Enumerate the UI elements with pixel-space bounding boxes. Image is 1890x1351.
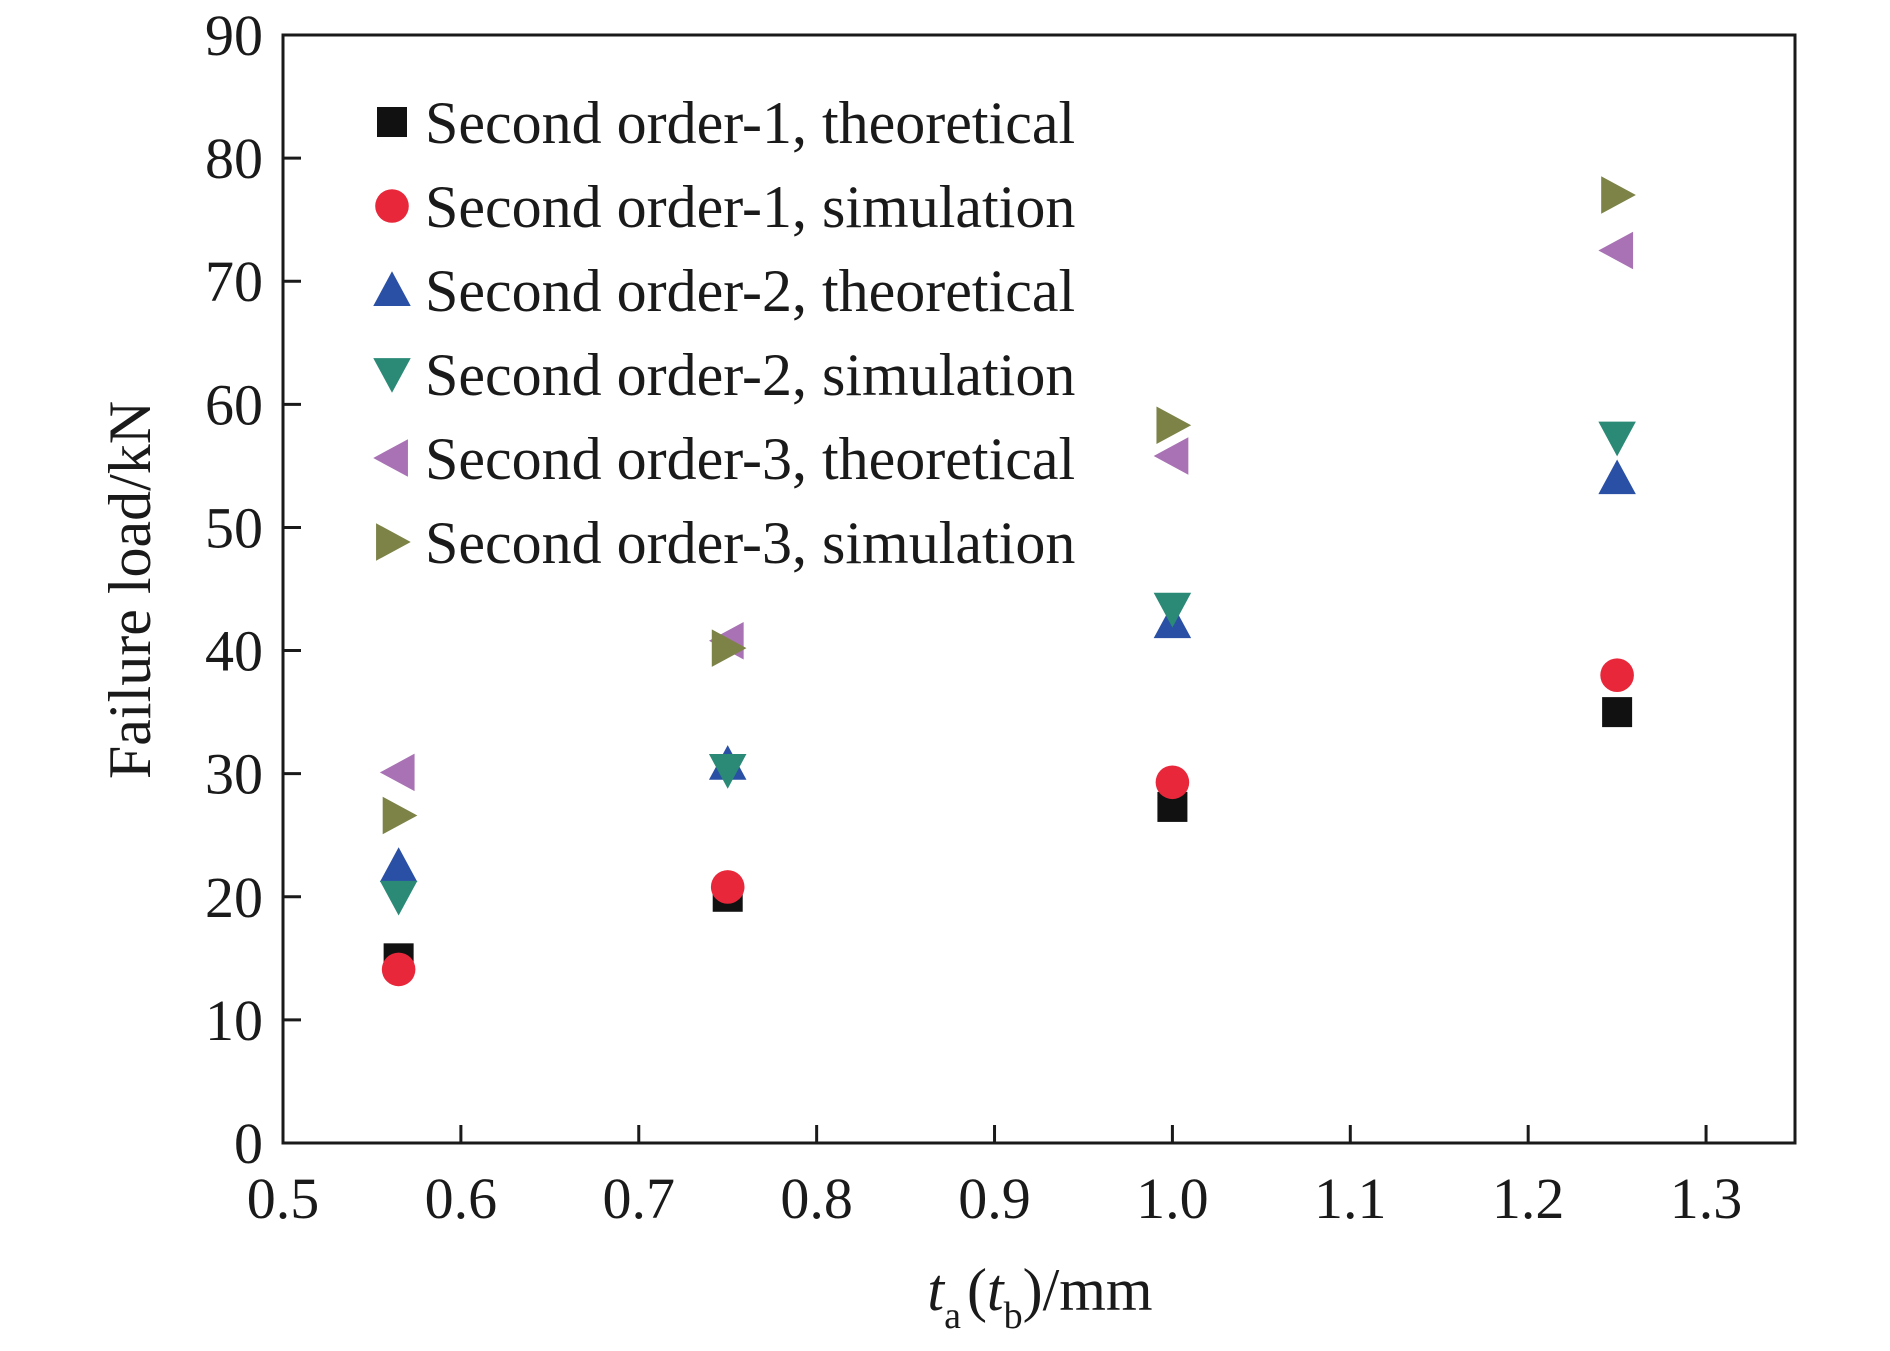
legend-marker — [373, 271, 411, 306]
y-tick-label: 40 — [205, 619, 263, 684]
x-axis-title-sub-b: b — [1004, 1295, 1023, 1337]
x-axis-title-t: t — [927, 1257, 945, 1323]
plot-frame — [281, 33, 1797, 1145]
x-axis-title-tb: t — [987, 1257, 1005, 1323]
x-axis-ticks: 0.5 0.6 0.7 0.8 0.9 1.0 1.1 1.2 1.3 — [247, 1125, 1743, 1231]
data-point — [711, 629, 747, 667]
x-axis-title-open: ( — [967, 1257, 987, 1323]
x-tick-label: 1.0 — [1136, 1166, 1209, 1231]
data-point — [1153, 592, 1192, 628]
data-point — [708, 754, 747, 789]
data-point — [1598, 459, 1636, 495]
legend-label: Second order-1, simulation — [425, 174, 1075, 240]
data-point — [710, 870, 745, 904]
series-6 — [382, 176, 1636, 835]
legend-label: Second order-2, simulation — [425, 342, 1075, 408]
y-tick-label: 50 — [205, 495, 263, 560]
data-point — [379, 847, 418, 882]
legend-marker — [377, 107, 407, 137]
legend-marker — [375, 189, 409, 223]
y-tick-label: 60 — [205, 372, 263, 437]
x-axis-title-sub-a: a — [944, 1295, 961, 1337]
data-point — [1600, 658, 1634, 692]
x-tick-label: 0.7 — [603, 1166, 676, 1231]
x-tick-label: 1.3 — [1670, 1166, 1743, 1231]
data-point — [1598, 231, 1634, 270]
legend-marker — [373, 439, 408, 477]
x-tick-label: 0.8 — [780, 1166, 853, 1231]
x-tick-label: 1.1 — [1314, 1166, 1387, 1231]
data-point — [1155, 765, 1190, 800]
y-tick-label: 90 — [205, 3, 263, 68]
data-point — [1156, 406, 1192, 445]
x-axis-title-unit: /mm — [1043, 1257, 1153, 1323]
y-tick-label: 70 — [205, 249, 263, 314]
x-axis-title-close: ) — [1023, 1257, 1043, 1323]
axes — [281, 33, 1797, 1145]
y-axis-title: Failure load/kN — [97, 401, 163, 779]
series-2 — [381, 658, 1634, 987]
legend-label: Second order-3, theoretical — [425, 426, 1075, 492]
data-point — [1153, 437, 1189, 475]
y-tick-label: 10 — [205, 988, 263, 1053]
legend-label: Second order-2, theoretical — [425, 258, 1075, 324]
legend-marker — [373, 358, 411, 393]
data-point — [382, 796, 418, 835]
y-tick-label: 0 — [234, 1111, 263, 1176]
data-points — [379, 176, 1636, 987]
data-point — [379, 880, 418, 916]
x-tick-label: 1.2 — [1492, 1166, 1565, 1231]
series-1 — [383, 697, 1633, 974]
data-point — [1598, 421, 1636, 457]
y-axis-ticks: 0 10 20 30 40 50 60 70 80 90 — [205, 3, 301, 1176]
y-tick-label: 80 — [205, 126, 263, 191]
legend: Second order-1, theoretical Second order-… — [373, 90, 1075, 576]
x-axis-title: ta (tb)/mm — [927, 1257, 1152, 1337]
series-4 — [379, 421, 1636, 916]
legend-label: Second order-3, simulation — [425, 510, 1075, 576]
data-point — [379, 753, 415, 792]
legend-label: Second order-1, theoretical — [425, 90, 1075, 156]
legend-marker — [376, 523, 411, 561]
y-tick-label: 20 — [205, 865, 263, 930]
x-tick-label: 0.6 — [425, 1166, 498, 1231]
x-tick-label: 0.5 — [247, 1166, 320, 1231]
y-tick-label: 30 — [205, 742, 263, 807]
data-point — [1602, 697, 1633, 728]
data-point — [1601, 176, 1636, 214]
data-point — [381, 952, 416, 987]
x-tick-label: 0.9 — [958, 1166, 1031, 1231]
